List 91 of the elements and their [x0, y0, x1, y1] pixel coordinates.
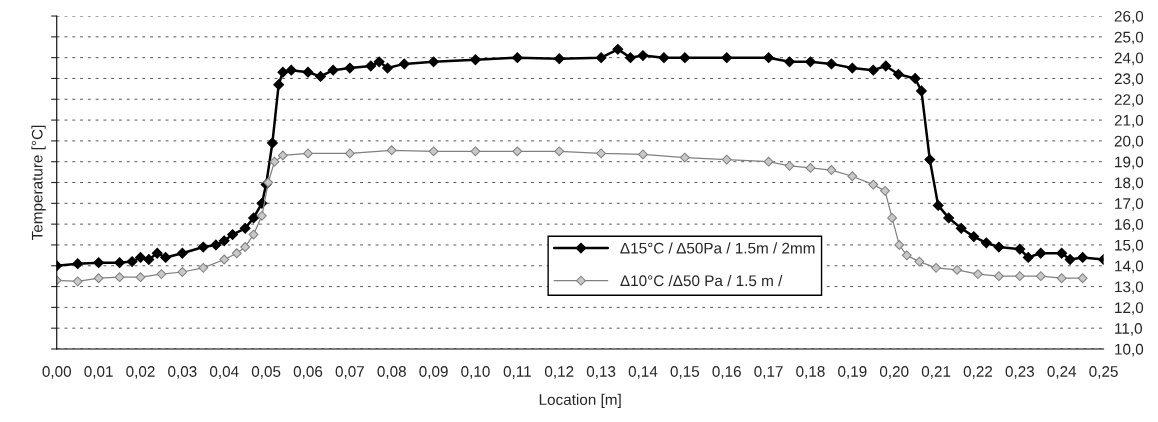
x-tick-label: 0,23: [1005, 366, 1035, 379]
x-tick-label: 0,20: [879, 366, 909, 379]
point: [880, 185, 890, 196]
y-tick-label: 12,0: [1115, 302, 1144, 315]
point: [198, 262, 209, 273]
y-tick-label: 13,0: [1115, 281, 1144, 295]
point: [219, 254, 230, 265]
point: [248, 229, 259, 240]
x-tick-label: 0,16: [712, 366, 741, 379]
point: [993, 271, 1004, 282]
x-tick-label: 0,12: [544, 366, 574, 379]
point: [240, 242, 251, 252]
y-tick-label: 23,0: [1114, 73, 1144, 86]
point: [114, 272, 125, 283]
point: [72, 276, 83, 287]
y-tick-label: 10,0: [1115, 343, 1144, 357]
y-tick-label: 21,0: [1114, 114, 1144, 128]
point: [931, 262, 942, 273]
y-tick-label: 24,0: [1114, 52, 1144, 66]
point: [894, 240, 905, 250]
x-tick-label: 0,07: [335, 366, 364, 379]
legend-label: Δ15°C / Δ50Pa / 1.5m / 2mm: [620, 242, 815, 254]
point: [344, 148, 355, 159]
point: [470, 146, 481, 157]
x-tick-label: 0,03: [168, 366, 197, 379]
point: [554, 146, 565, 157]
point: [277, 150, 288, 161]
y-tick-label: 16,0: [1115, 219, 1144, 232]
point: [826, 165, 837, 175]
point: [1056, 273, 1067, 284]
x-tick-label: 0,22: [963, 366, 993, 379]
x-tick-label: 0,24: [1047, 366, 1077, 379]
point: [784, 160, 795, 171]
legend-label: Δ10°C /Δ50 Pa / 1.5 m /: [620, 274, 783, 287]
point: [721, 154, 732, 165]
point: [763, 156, 774, 167]
point: [386, 145, 397, 156]
point: [847, 171, 858, 182]
point: [1035, 271, 1046, 282]
x-tick-label: 0,15: [670, 366, 700, 379]
point: [177, 267, 188, 277]
x-tick-label: 0,06: [293, 366, 323, 379]
point: [1014, 271, 1025, 282]
y-tick-label: 11,0: [1115, 323, 1142, 336]
x-tick-label: 0,08: [377, 366, 406, 379]
x-tick-label: 0,11: [503, 366, 531, 379]
x-tick-label: 0,04: [209, 366, 239, 379]
x-tick-label: 0,10: [461, 366, 490, 379]
point: [914, 256, 925, 267]
point: [973, 269, 983, 280]
point: [887, 212, 898, 223]
x-tick-label: 0,02: [126, 366, 155, 379]
point: [1077, 273, 1088, 284]
y-tick-label: 20,0: [1114, 135, 1144, 149]
y-tick-label: 18,0: [1115, 177, 1144, 191]
y-tick-label: 26,0: [1114, 10, 1144, 24]
point: [638, 149, 648, 160]
y-tick-label: 22,0: [1114, 94, 1144, 107]
y-tick-label: 17,0: [1115, 198, 1144, 211]
point: [231, 248, 242, 259]
y-tick-label: 14,0: [1115, 260, 1144, 274]
point: [303, 148, 313, 159]
point: [135, 272, 146, 283]
y-tick-label: 25,0: [1114, 31, 1144, 45]
x-axis-title: Location [m]: [539, 393, 621, 409]
point: [428, 146, 439, 157]
x-tick-label: 0,21: [921, 366, 951, 379]
point: [805, 163, 816, 173]
y-axis-title: Temperature [°C]: [31, 125, 46, 240]
x-tick-label: 0,25: [1089, 366, 1118, 379]
point: [156, 269, 167, 280]
point: [269, 156, 280, 167]
y-tick-label: 19,0: [1115, 156, 1144, 170]
x-tick-label: 0,19: [838, 366, 867, 379]
x-tick-label: 0,01: [84, 366, 113, 379]
x-tick-label: 0,00: [42, 366, 72, 379]
y-tick-label: 15,0: [1115, 239, 1144, 253]
x-tick-label: 0,17: [754, 366, 783, 379]
point: [679, 152, 690, 163]
point: [596, 148, 607, 159]
x-tick-label: 0,18: [796, 366, 825, 379]
point: [93, 273, 104, 284]
x-tick-label: 0,05: [251, 366, 281, 379]
x-tick-label: 0,13: [586, 366, 616, 379]
x-tick-label: 0,14: [628, 366, 658, 379]
point: [256, 210, 267, 221]
x-tick-label: 0,09: [419, 366, 448, 379]
point: [952, 264, 962, 275]
point: [901, 250, 912, 261]
point: [868, 179, 879, 190]
point: [512, 146, 523, 157]
